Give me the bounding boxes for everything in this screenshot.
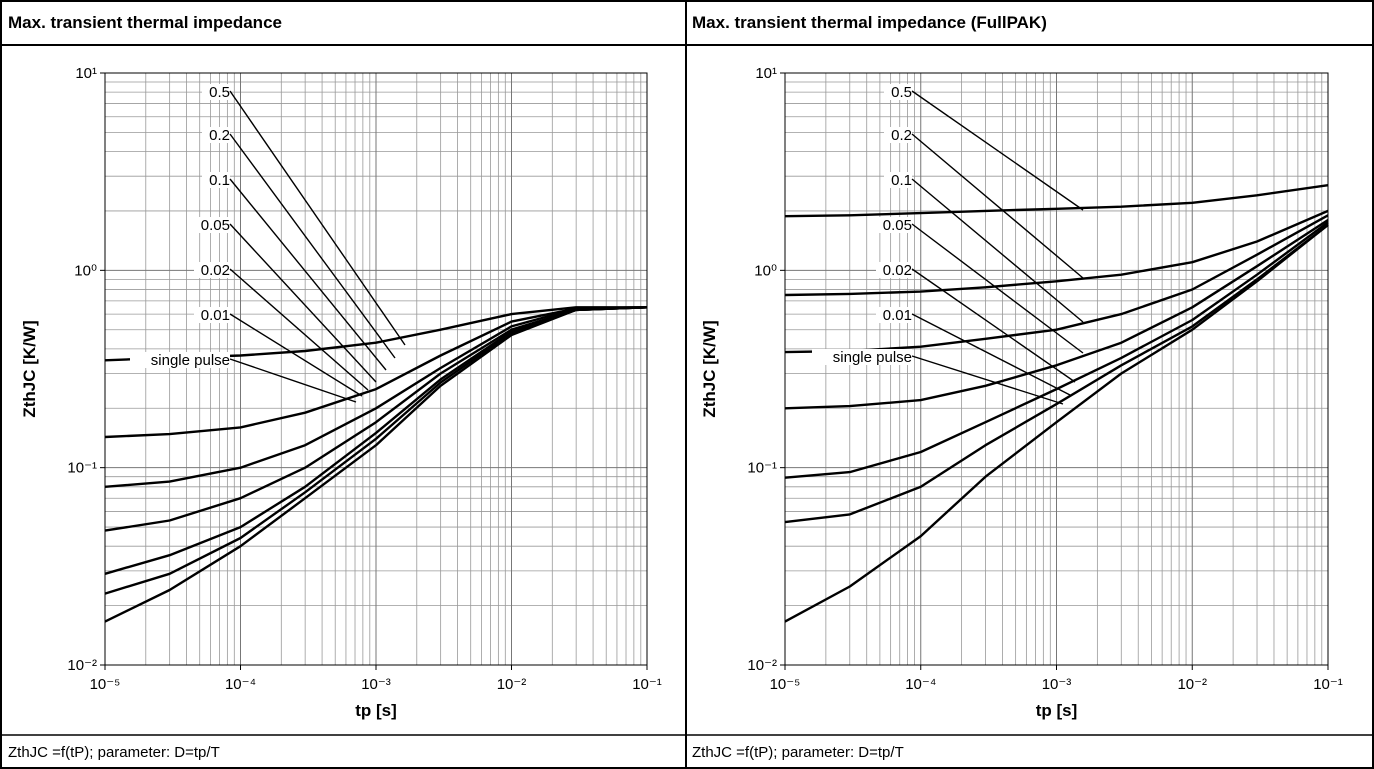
leader-line [229,178,387,371]
label-bg [884,172,912,188]
legend-label: 0.5 [891,84,912,101]
y-tick-label: 10¹ [755,65,777,82]
y-axis-label: ZthJC [K/W] [700,320,719,417]
caption: ZthJC =f(tP); parameter: D=tp/T [692,744,904,761]
label-bg [884,127,912,143]
leader-line [911,90,1084,211]
legend-label: 0.2 [209,127,230,144]
leader-line [911,223,1084,354]
x-tick-label: 10⁻⁵ [90,676,121,693]
label-bg [194,217,230,233]
legend-label: 0.02 [883,262,912,279]
x-tick-label: 10⁻² [1177,676,1207,693]
legend-label: 0.02 [201,262,230,279]
label-bg [194,307,230,323]
legend-label: 0.01 [201,307,230,324]
curve [784,223,1329,524]
y-axis-label: ZthJC [K/W] [20,320,39,417]
curve [784,221,1329,479]
plot-border [104,72,648,666]
legend-label: 0.05 [883,217,912,234]
leader-line [229,90,406,346]
curve [104,306,648,488]
leader-line [229,313,363,397]
legend-label: 0.01 [883,307,912,324]
caption: ZthJC =f(tP); parameter: D=tp/T [8,744,220,761]
x-tick-label: 10⁻⁵ [770,676,801,693]
leader-line [911,133,1084,279]
legend-label: single pulse [151,352,230,369]
leader-line [229,223,377,383]
label-bg [884,84,912,100]
legend-label: 0.05 [201,217,230,234]
curve [784,184,1329,218]
y-tick-label: 10⁰ [74,262,97,279]
label-bg [130,352,230,368]
curve [104,306,648,439]
curve [104,306,648,623]
x-tick-label: 10⁻² [497,676,527,693]
label-bg [876,217,912,233]
x-axis-label: tp [s] [355,701,397,720]
curve [784,218,1329,410]
leader-line [911,268,1076,383]
chart-title: Max. transient thermal impedance [8,13,282,32]
label-bg [876,262,912,278]
y-tick-label: 10⁻² [747,657,777,674]
leader-line [911,355,1064,405]
y-tick-label: 10⁻² [67,657,97,674]
legend-label: 0.2 [891,127,912,144]
legend-label: 0.5 [209,84,230,101]
leader-line [911,313,1071,396]
x-tick-label: 10⁻⁴ [225,676,256,693]
leader-line [229,268,369,391]
plot-border [784,72,1329,666]
label-bg [202,172,230,188]
leader-line [911,178,1084,323]
leader-line [229,358,357,403]
curve [784,223,1329,623]
label-bg [202,84,230,100]
y-tick-label: 10⁻¹ [747,460,777,477]
legend-label: 0.1 [209,172,230,189]
label-bg [194,262,230,278]
x-tick-label: 10⁻³ [361,676,391,693]
y-tick-label: 10¹ [75,65,97,82]
y-tick-label: 10⁻¹ [67,460,97,477]
label-bg [202,127,230,143]
x-tick-label: 10⁻¹ [632,676,662,693]
legend-label: 0.1 [891,172,912,189]
x-tick-label: 10⁻³ [1042,676,1072,693]
y-tick-label: 10⁰ [754,262,777,279]
x-axis-label: tp [s] [1036,701,1078,720]
label-bg [812,349,912,365]
x-tick-label: 10⁻⁴ [905,676,936,693]
label-bg [876,307,912,323]
leader-line [229,133,396,359]
x-tick-label: 10⁻¹ [1313,676,1343,693]
chart-title: Max. transient thermal impedance (FullPA… [692,13,1047,32]
curve [784,209,1329,297]
legend-label: single pulse [833,349,912,366]
